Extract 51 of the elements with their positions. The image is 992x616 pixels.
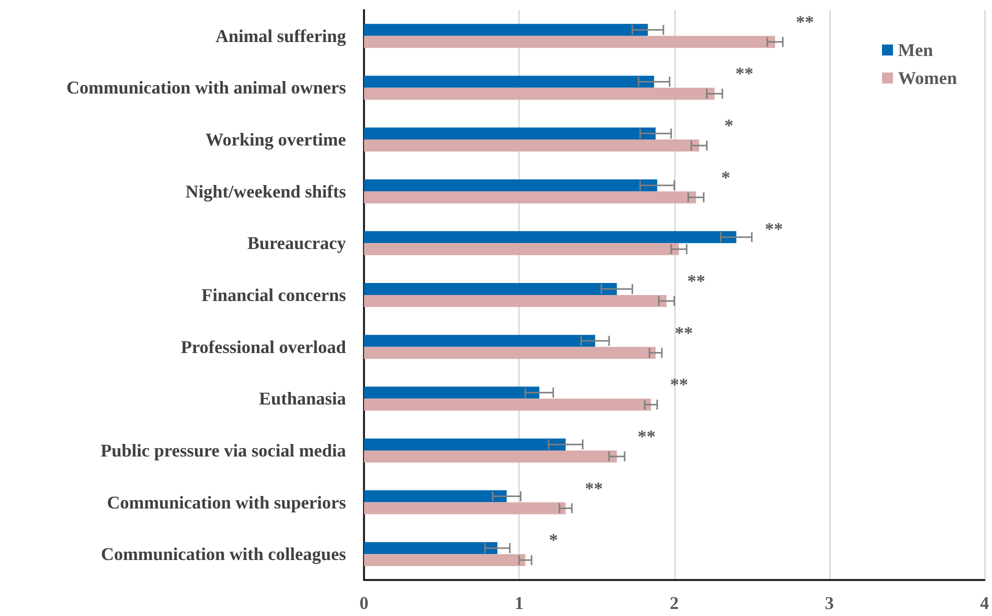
bar [364,191,696,204]
y-tick-label: Professional overload [180,336,346,357]
bar [364,231,736,244]
bar [364,502,566,514]
y-tick-label: Animal suffering [216,26,346,46]
bar [364,346,656,359]
y-tick-label: Working overtime [206,130,346,150]
annotation: ** [638,426,656,446]
annotation: * [549,530,558,550]
bar [364,450,617,462]
bar [364,36,776,48]
annotation: ** [584,478,603,498]
annotation: * [724,116,734,136]
x-tick-label: 3 [824,593,834,613]
annotation: ** [670,374,688,395]
annotation: ** [735,64,754,84]
bar [364,76,654,88]
bar [364,386,540,399]
y-tick-label: Bureaucracy [247,233,346,254]
bar [364,140,700,152]
annotation: ** [687,271,706,291]
legend-label: Women [898,68,958,88]
x-tick-label: 4 [980,593,989,613]
x-tick-label: 2 [670,593,679,613]
bar [364,128,656,140]
bar [364,88,715,100]
y-tick-label: Euthanasia [258,388,346,409]
bar [364,542,498,554]
bar [364,295,666,307]
bar [364,283,617,295]
annotation: ** [796,12,814,32]
bar [364,179,658,192]
x-tick-label: 1 [514,593,524,613]
bar [364,438,566,450]
legend-label: Men [898,40,933,60]
y-tick-label: Night/weekend shifts [185,181,346,202]
annotation: * [721,167,730,188]
y-tick-label: Financial concerns [202,285,346,305]
bar [364,490,507,502]
annotation: ** [764,219,783,240]
bar [364,334,596,347]
bar [364,398,651,411]
x-tick-label: 0 [360,593,368,613]
bar [364,554,526,566]
bar [364,24,648,36]
y-tick-label: Communication with superiors [106,492,346,512]
y-tick-label: Communication with animal owners [66,78,346,98]
bar [364,243,679,256]
y-tick-label: Communication with colleagues [101,544,346,564]
annotation: ** [674,322,693,343]
y-tick-label: Public pressure via social media [100,440,346,460]
